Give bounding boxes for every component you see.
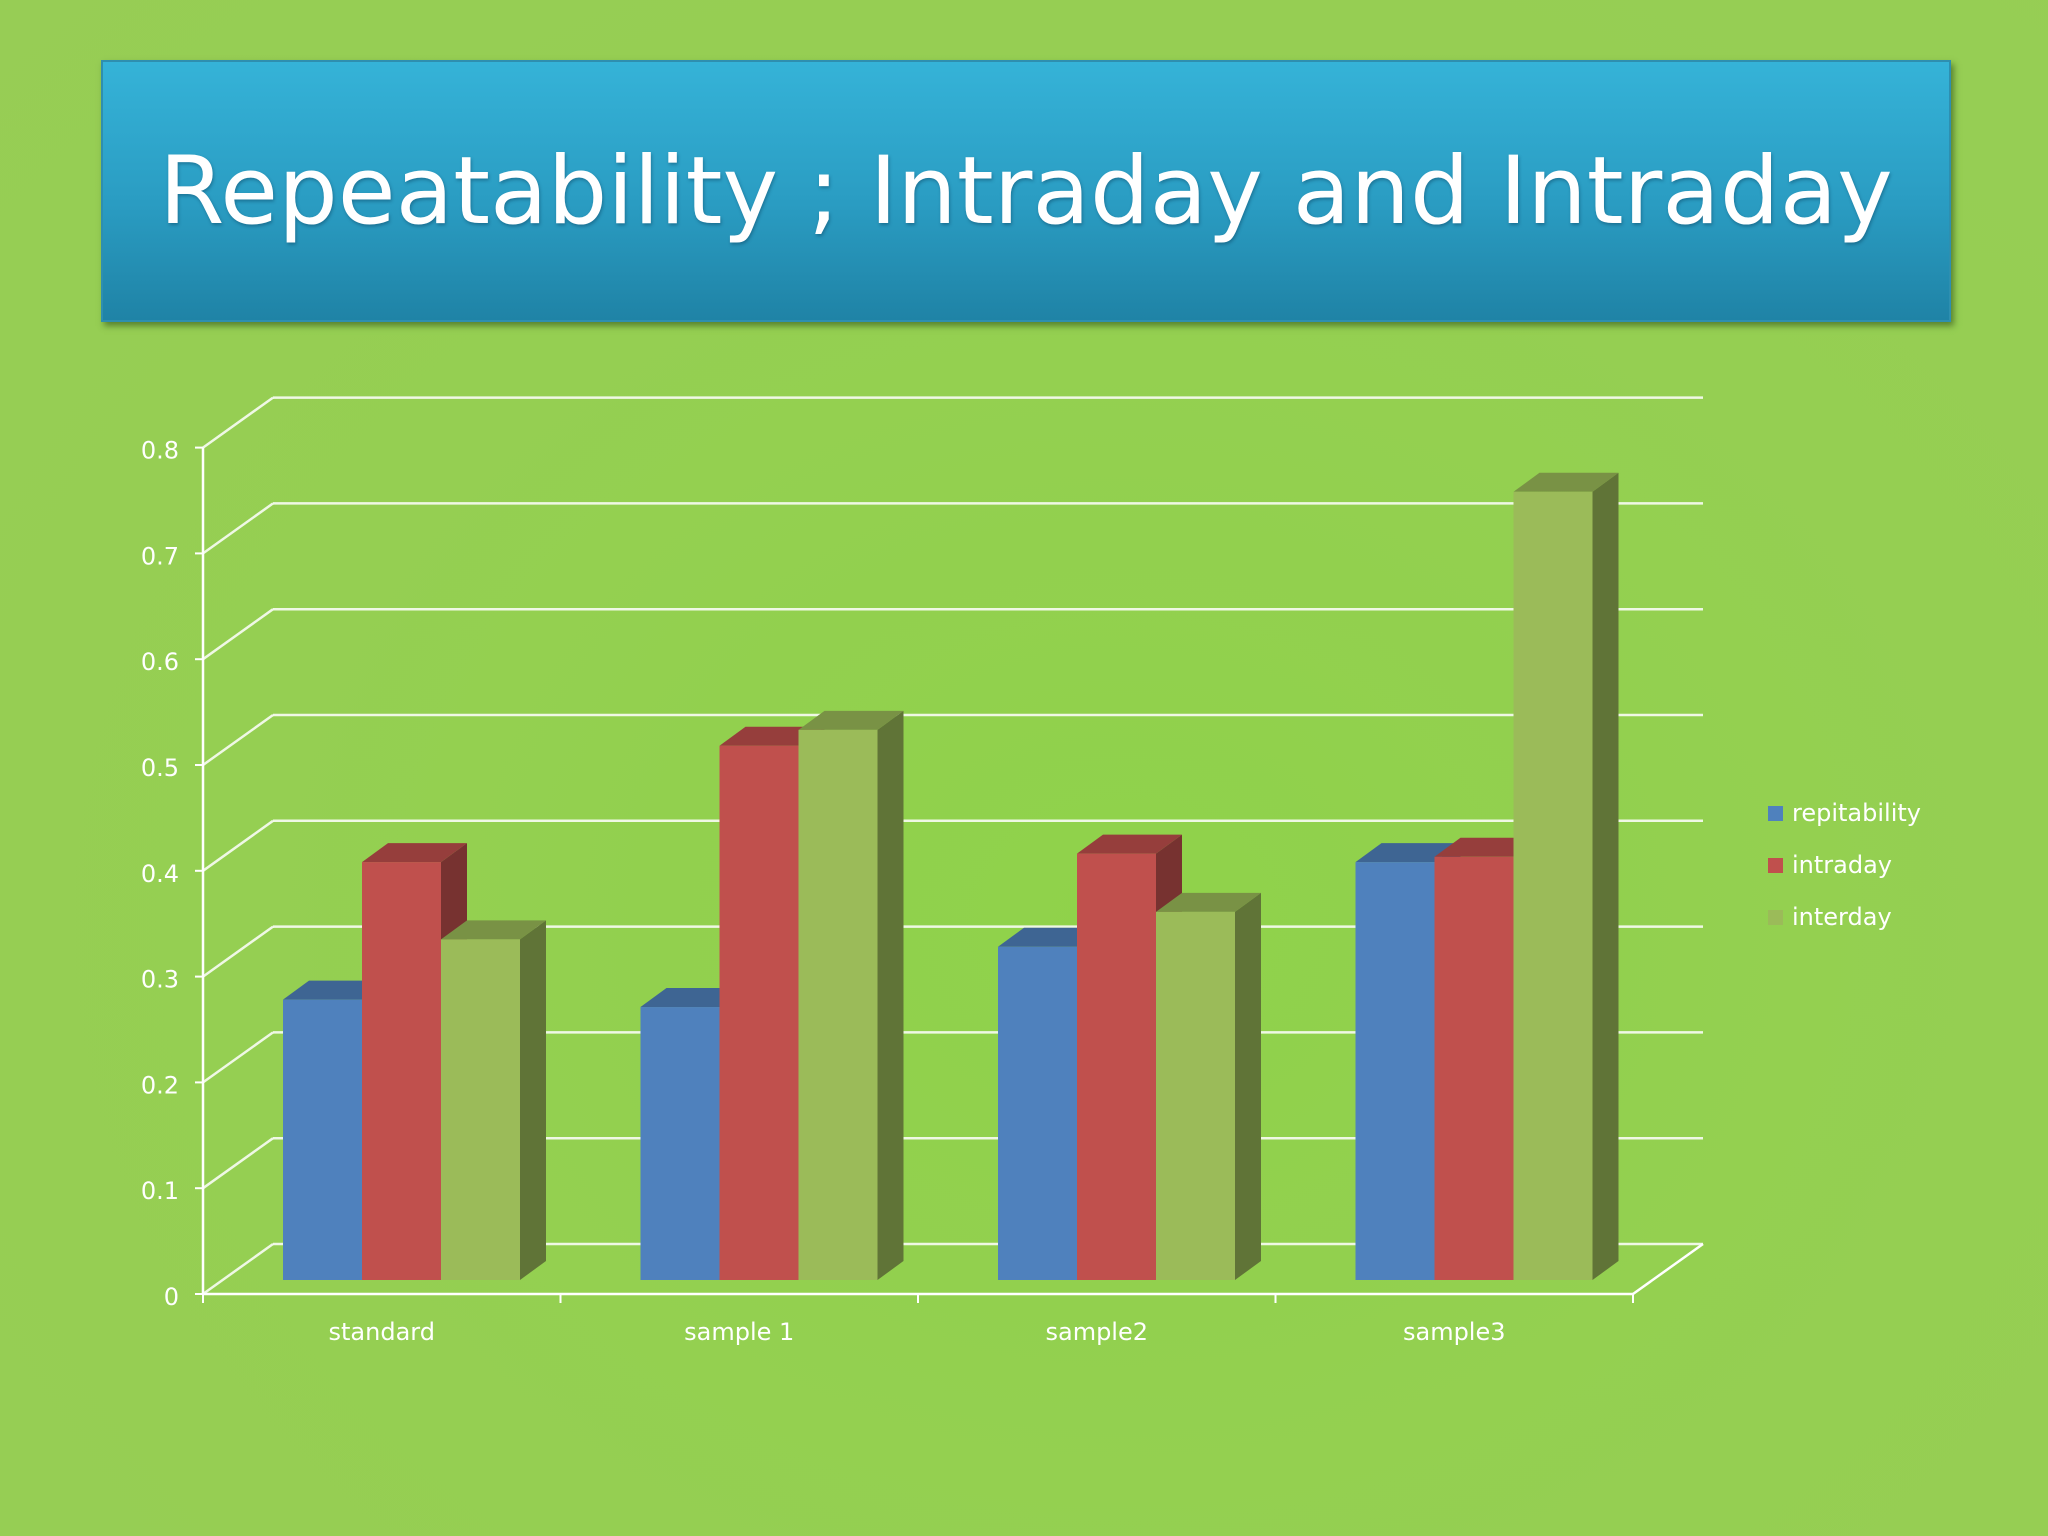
gridline-side bbox=[202, 608, 274, 661]
legend-item-repitability: repitability bbox=[1768, 799, 1921, 827]
legend-swatch bbox=[1768, 806, 1783, 821]
legend-label: intraday bbox=[1792, 851, 1892, 879]
bar-front bbox=[719, 745, 799, 1280]
bar-front bbox=[1434, 856, 1514, 1280]
bar-top bbox=[798, 710, 904, 730]
y-tick-label: 0.6 bbox=[141, 648, 179, 676]
bar-top bbox=[441, 920, 546, 940]
y-tick-label: 0.7 bbox=[141, 542, 179, 570]
legend-item-interday: interday bbox=[1768, 903, 1892, 931]
gridline-side bbox=[202, 1031, 274, 1084]
bar-top bbox=[1355, 843, 1461, 863]
bar-side bbox=[520, 920, 546, 1280]
y-tick-label: 0.3 bbox=[141, 966, 179, 994]
bar-top bbox=[1513, 472, 1619, 492]
legend-swatch bbox=[1768, 910, 1783, 925]
y-tick-label: 0.8 bbox=[141, 437, 179, 465]
gridline-side bbox=[202, 502, 274, 555]
x-tick-label: sample2 bbox=[1045, 1318, 1148, 1346]
bar-side bbox=[1235, 892, 1261, 1280]
gridline-side bbox=[202, 1242, 274, 1296]
y-tick-label: 0.5 bbox=[141, 754, 179, 782]
bar-top bbox=[998, 927, 1103, 947]
x-tick-label: standard bbox=[329, 1318, 435, 1346]
bar-front bbox=[283, 999, 362, 1280]
legend-swatch bbox=[1768, 858, 1783, 873]
bar-interday bbox=[441, 920, 546, 1280]
bar-top bbox=[283, 980, 388, 1000]
gridline-side bbox=[202, 819, 274, 872]
gridline-side bbox=[202, 1137, 274, 1190]
bars bbox=[283, 472, 1619, 1280]
bar-top bbox=[362, 843, 467, 863]
bar-top bbox=[719, 726, 825, 746]
x-tick-label: sample3 bbox=[1403, 1318, 1506, 1346]
bar-front bbox=[1513, 491, 1593, 1280]
bar-front bbox=[1355, 862, 1435, 1280]
bar-front bbox=[1077, 853, 1156, 1280]
floor-edge bbox=[1632, 1242, 1704, 1296]
bar-top bbox=[640, 988, 746, 1008]
bar-side bbox=[1592, 472, 1619, 1280]
bar-front bbox=[441, 939, 520, 1280]
bar-top bbox=[1156, 892, 1261, 912]
y-tick-label: 0.4 bbox=[141, 860, 179, 888]
legend-item-intraday: intraday bbox=[1768, 851, 1892, 879]
legend-label: interday bbox=[1792, 903, 1892, 931]
x-tick-label: sample 1 bbox=[684, 1318, 794, 1346]
y-tick-label: 0 bbox=[164, 1283, 179, 1311]
bar-top bbox=[1077, 834, 1182, 854]
gridline-side bbox=[202, 713, 274, 767]
bar-front bbox=[798, 729, 878, 1280]
gridline-side bbox=[202, 396, 274, 449]
axes: 0 0.1 0.2 0.3 0.4 0.5 0.6 0.7 0.8 standard sample … bbox=[141, 437, 1704, 1346]
legend-label: repitability bbox=[1792, 799, 1921, 827]
bar-front bbox=[1156, 911, 1235, 1280]
slide-title: Repeatability ; Intraday and Intraday bbox=[159, 136, 1893, 246]
bar-front bbox=[998, 946, 1077, 1280]
y-tick-label: 0.2 bbox=[141, 1071, 179, 1099]
title-banner: Repeatability ; Intraday and Intraday bbox=[101, 60, 1951, 322]
y-tick-label: 0.1 bbox=[141, 1177, 179, 1205]
bar-front bbox=[362, 862, 441, 1280]
bar-interday bbox=[1156, 892, 1261, 1280]
legend: repitability intraday interday bbox=[1768, 799, 1921, 931]
bar-top bbox=[1434, 837, 1540, 857]
bar-side bbox=[877, 710, 904, 1280]
gridline-side bbox=[202, 925, 274, 978]
bar-interday bbox=[1513, 472, 1619, 1280]
bar-front bbox=[640, 1007, 720, 1280]
bar-interday bbox=[798, 710, 904, 1280]
